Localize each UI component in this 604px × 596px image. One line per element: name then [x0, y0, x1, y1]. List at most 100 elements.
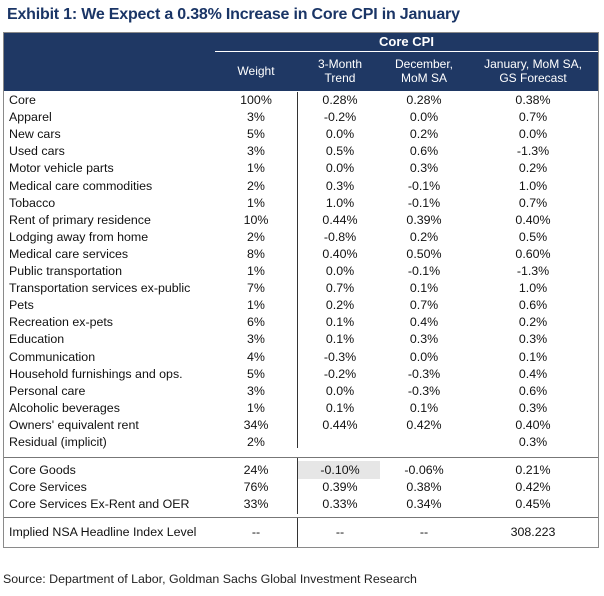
cell-gs: 0.40% [515, 212, 551, 227]
cell-weight: 1% [247, 400, 265, 415]
cell-trend: 0.0% [325, 383, 355, 398]
cell-trend: 0.5% [325, 144, 355, 159]
separator-implied [4, 517, 598, 518]
cell-gs: 0.6% [518, 298, 548, 313]
cell-gs: 0.2% [518, 315, 548, 330]
table-row: Motor vehicle parts 1% 0.0% 0.3% 0.2% [4, 160, 598, 177]
summary-row: Core Goods 24% -0.10% -0.06% 0.21% [4, 462, 598, 479]
cell-dec: -0.3% [407, 383, 441, 398]
header-december: December, MoM SA [380, 53, 468, 89]
cell-gs: 0.7% [518, 110, 548, 125]
table-row: Pets 1% 0.2% 0.7% 0.6% [4, 297, 598, 314]
cell-trend: 0.33% [322, 497, 358, 511]
cell-dec: -0.06% [404, 463, 444, 477]
cell-weight: 34% [243, 417, 269, 432]
table-row: Education 3% 0.1% 0.3% 0.3% [4, 331, 598, 348]
table-row: Residual (implicit) 2% 0.3% [4, 434, 598, 451]
table-header: Core CPI Weight 3-Month Trend December, … [4, 33, 598, 91]
cell-weight: 5% [247, 127, 265, 142]
cell-weight: 1% [247, 161, 265, 176]
cell-weight: 10% [243, 212, 269, 227]
cell-name: Core Goods [9, 463, 76, 477]
cell-name: Education [9, 332, 65, 347]
table-row: Communication 4% -0.3% 0.0% 0.1% [4, 349, 598, 366]
cell-weight: 2% [247, 229, 265, 244]
cell-trend: 0.0% [325, 264, 355, 278]
cell-name: Core [9, 93, 36, 107]
cell-trend: 0.0% [325, 161, 355, 176]
table-row: Apparel 3% -0.2% 0.0% 0.7% [4, 109, 598, 126]
cell-gs: 0.60% [515, 246, 551, 261]
cell-name: Implied NSA Headline Index Level [9, 525, 197, 539]
cell-name: Residual (implicit) [9, 435, 107, 449]
cell-gs: 0.7% [518, 195, 548, 210]
table-row: Lodging away from home 2% -0.8% 0.2% 0.5% [4, 229, 598, 246]
cell-weight: 5% [247, 366, 265, 381]
cell-dec: 0.7% [409, 298, 439, 313]
cell-name: Apparel [9, 110, 52, 125]
cell-trend: 1.0% [325, 195, 355, 210]
cell-gs: 0.3% [518, 400, 548, 415]
separator-summary [4, 457, 598, 458]
header-gs-forecast: January, MoM SA, GS Forecast [468, 53, 598, 89]
cell-name: Owners' equivalent rent [9, 417, 139, 432]
cell-weight: 2% [247, 178, 265, 193]
table-row: Public transportation 1% 0.0% -0.1% -1.3% [4, 263, 598, 280]
cell-dec: 0.0% [409, 349, 439, 364]
table-row: Personal care 3% 0.0% -0.3% 0.6% [4, 383, 598, 400]
cell-trend: 0.2% [325, 298, 355, 313]
cell-trend: -- [335, 525, 345, 539]
cell-gs: 0.4% [518, 366, 548, 381]
table-row: Transportation services ex-public 7% 0.7% 0… [4, 280, 598, 297]
cell-trend: -0.2% [323, 366, 357, 381]
cell-dec: 0.42% [406, 417, 442, 432]
cell-name: Recreation ex-pets [9, 315, 113, 330]
cell-weight: 7% [247, 281, 265, 296]
cell-gs: 0.21% [515, 463, 551, 477]
cell-dec: 0.50% [406, 246, 442, 261]
cell-name: Motor vehicle parts [9, 161, 114, 176]
cell-weight: 24% [243, 463, 269, 477]
cell-weight: 33% [243, 497, 269, 511]
cell-name: Medical care commodities [9, 178, 153, 193]
cell-gs: 0.3% [518, 332, 548, 347]
table-row: Household furnishings and ops. 5% -0.2% -0.… [4, 366, 598, 383]
cell-dec: 0.1% [409, 400, 439, 415]
cell-dec: -- [419, 525, 429, 539]
table-row: New cars 5% 0.0% 0.2% 0.0% [4, 126, 598, 143]
core-goods-trend-shade [298, 461, 380, 479]
cell-weight: 2% [247, 435, 265, 449]
cell-dec: 0.0% [409, 110, 439, 125]
cell-trend: 0.0% [325, 127, 355, 142]
cell-dec: -0.1% [407, 264, 441, 278]
cell-gs: 0.38% [515, 93, 551, 107]
cell-dec: -0.3% [407, 366, 441, 381]
implied-index-row: Implied NSA Headline Index Level -- -- -- 30… [4, 524, 598, 541]
cell-dec: -0.1% [407, 195, 441, 210]
cell-weight: 100% [240, 93, 272, 107]
cell-name: Pets [9, 298, 34, 313]
cell-gs: 0.0% [518, 127, 548, 142]
cell-trend: -0.10% [320, 463, 360, 477]
cell-gs: 0.5% [518, 229, 548, 244]
cell-gs: 1.0% [518, 178, 548, 193]
cell-weight: 3% [247, 332, 265, 347]
cell-trend: -0.3% [323, 349, 357, 364]
cell-dec: 0.1% [409, 281, 439, 296]
cell-name: Personal care [9, 383, 86, 398]
cell-name: Public transportation [9, 264, 122, 278]
cell-dec: -0.1% [407, 178, 441, 193]
table-row: Medical care services 8% 0.40% 0.50% 0.60% [4, 246, 598, 263]
cell-name: Core Services Ex-Rent and OER [9, 497, 190, 511]
summary-row: Core Services Ex-Rent and OER 33% 0.33% 0.3… [4, 496, 598, 513]
cell-gs: 0.1% [518, 349, 548, 364]
cell-weight: 3% [247, 144, 265, 159]
exhibit-title: Exhibit 1: We Expect a 0.38% Increase in… [7, 6, 460, 23]
cell-weight: 1% [247, 264, 265, 278]
header-gs-line2: GS Forecast [499, 71, 567, 85]
cell-dec: 0.6% [409, 144, 439, 159]
cpi-table: Core CPI Weight 3-Month Trend December, … [3, 32, 599, 548]
cell-name: Medical care services [9, 246, 129, 261]
weight-divider-implied [297, 518, 298, 547]
weight-divider-summary [297, 458, 298, 514]
